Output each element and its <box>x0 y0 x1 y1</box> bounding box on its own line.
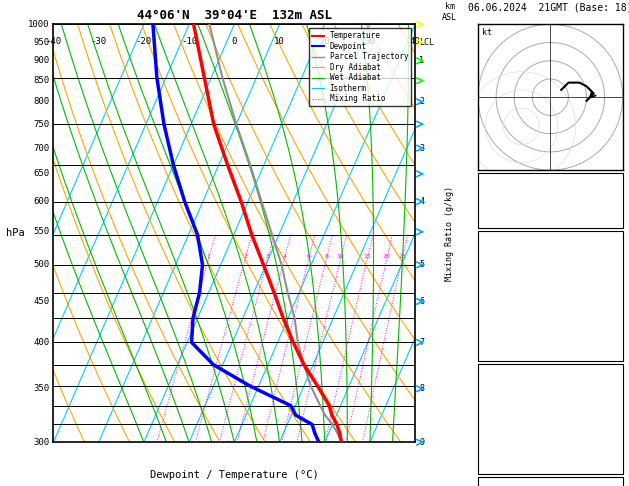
Text: 20: 20 <box>383 254 391 259</box>
Text: Most Unstable: Most Unstable <box>512 368 589 378</box>
Text: CAPE (J): CAPE (J) <box>481 328 528 338</box>
Text: 550: 550 <box>33 227 49 236</box>
Text: Mixing Ratio (g/kg): Mixing Ratio (g/kg) <box>445 186 454 281</box>
Text: Temp (°C): Temp (°C) <box>481 254 534 264</box>
Text: -10: -10 <box>181 37 197 46</box>
Text: 336: 336 <box>603 405 620 415</box>
Text: 639: 639 <box>603 328 620 338</box>
Text: 300: 300 <box>33 438 49 447</box>
Text: 1: 1 <box>420 56 425 66</box>
Text: 336: 336 <box>603 291 620 301</box>
Text: 950: 950 <box>33 37 49 47</box>
Text: -3: -3 <box>608 310 620 319</box>
Text: 900: 900 <box>33 56 49 66</box>
Text: 0: 0 <box>231 37 237 46</box>
Text: θᴇ (K): θᴇ (K) <box>481 405 516 415</box>
Text: 2: 2 <box>243 254 247 259</box>
Text: CIN (J): CIN (J) <box>481 347 522 356</box>
Text: hPa: hPa <box>6 228 25 238</box>
Text: Lifted Index: Lifted Index <box>481 423 552 433</box>
Text: Dewpoint / Temperature (°C): Dewpoint / Temperature (°C) <box>150 470 319 481</box>
Text: Totals Totals: Totals Totals <box>481 196 557 206</box>
Text: -40: -40 <box>45 37 62 46</box>
Text: 30: 30 <box>365 37 376 46</box>
Text: 4: 4 <box>420 197 425 206</box>
Text: 2: 2 <box>420 97 425 106</box>
Text: 3: 3 <box>265 254 270 259</box>
Text: 8: 8 <box>420 384 425 393</box>
Text: 151: 151 <box>603 347 620 356</box>
Text: 28: 28 <box>608 177 620 187</box>
Text: 40: 40 <box>409 37 421 46</box>
Text: 23.7: 23.7 <box>597 254 620 264</box>
Text: 1000: 1000 <box>28 20 49 29</box>
Text: 5: 5 <box>420 260 425 269</box>
Text: 700: 700 <box>33 144 49 153</box>
Text: 10: 10 <box>337 254 345 259</box>
Text: 400: 400 <box>33 338 49 347</box>
Legend: Temperature, Dewpoint, Parcel Trajectory, Dry Adiabat, Wet Adiabat, Isotherm, Mi: Temperature, Dewpoint, Parcel Trajectory… <box>309 28 411 106</box>
Text: 750: 750 <box>33 120 49 129</box>
Text: 44: 44 <box>608 196 620 206</box>
Text: 6: 6 <box>420 297 425 306</box>
Text: -20: -20 <box>136 37 152 46</box>
Text: 350: 350 <box>33 384 49 393</box>
Text: 1: 1 <box>206 254 211 259</box>
Text: 18.7: 18.7 <box>597 273 620 282</box>
Text: 4: 4 <box>282 254 286 259</box>
Text: 8: 8 <box>325 254 328 259</box>
Text: -3: -3 <box>608 423 620 433</box>
Text: Surface: Surface <box>530 236 571 245</box>
Text: km
ASL: km ASL <box>442 2 457 22</box>
Text: 600: 600 <box>33 197 49 206</box>
Text: -30: -30 <box>91 37 107 46</box>
Text: 500: 500 <box>33 260 49 269</box>
Text: 25: 25 <box>398 254 406 259</box>
Text: 151: 151 <box>603 460 620 470</box>
Text: Dewp (°C): Dewp (°C) <box>481 273 534 282</box>
Text: 20: 20 <box>320 37 330 46</box>
Text: 639: 639 <box>603 442 620 451</box>
Text: CAPE (J): CAPE (J) <box>481 442 528 451</box>
Text: 9: 9 <box>420 438 425 447</box>
Text: Lifted Index: Lifted Index <box>481 310 552 319</box>
Text: 06.06.2024  21GMT (Base: 18): 06.06.2024 21GMT (Base: 18) <box>468 2 629 12</box>
Text: CIN (J): CIN (J) <box>481 460 522 470</box>
Text: 6: 6 <box>306 254 311 259</box>
Text: 1000: 1000 <box>597 386 620 396</box>
Text: PW (cm): PW (cm) <box>481 214 522 224</box>
Text: 800: 800 <box>33 97 49 106</box>
Text: 650: 650 <box>33 169 49 178</box>
Text: Pressure (mb): Pressure (mb) <box>481 386 557 396</box>
Text: 2.96: 2.96 <box>597 214 620 224</box>
Text: Hodograph: Hodograph <box>524 482 577 486</box>
Text: kt: kt <box>482 28 492 37</box>
Text: LCL: LCL <box>420 37 434 47</box>
Text: 15: 15 <box>364 254 371 259</box>
Text: 7: 7 <box>420 338 425 347</box>
Text: 10: 10 <box>274 37 285 46</box>
Text: K: K <box>481 177 487 187</box>
Text: 3: 3 <box>420 144 425 153</box>
Text: 850: 850 <box>33 76 49 85</box>
Text: θᴇ(K): θᴇ(K) <box>481 291 511 301</box>
Text: © weatheronline.co.uk: © weatheronline.co.uk <box>502 448 599 457</box>
Text: 450: 450 <box>33 297 49 306</box>
Title: 44°06'N  39°04'E  132m ASL: 44°06'N 39°04'E 132m ASL <box>136 9 332 22</box>
